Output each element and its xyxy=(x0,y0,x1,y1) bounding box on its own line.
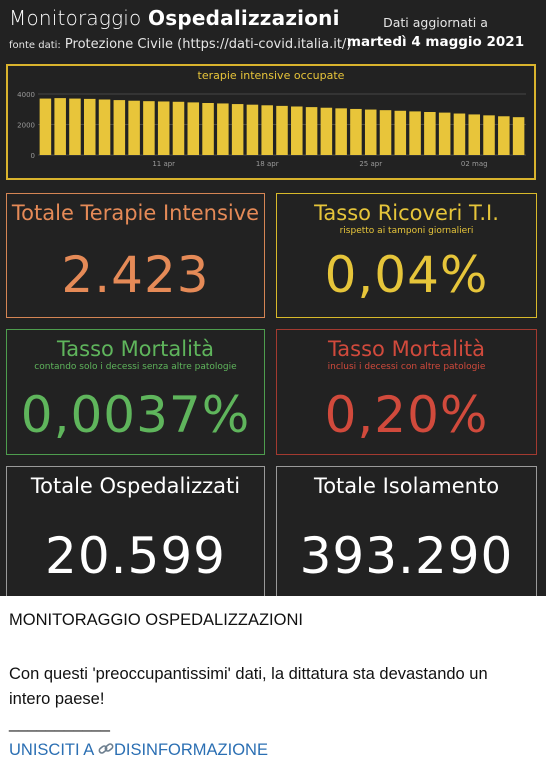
chart-bar xyxy=(320,107,333,155)
chart-bar xyxy=(172,101,185,155)
chart-bar xyxy=(276,105,288,155)
chart-bar xyxy=(512,117,525,155)
x-tick-label: 02 mag xyxy=(461,160,488,168)
chart-bar xyxy=(438,112,451,155)
x-tick-label: 11 apr xyxy=(152,160,175,168)
card-ricoveri-value: 0,04% xyxy=(324,246,489,304)
chart-bar xyxy=(128,100,140,155)
chart-bar xyxy=(394,110,407,155)
chart-bar xyxy=(217,103,229,155)
card-mort-senza-title: Tasso Mortalità xyxy=(56,337,215,361)
chart-bar xyxy=(305,107,318,155)
icu-chart-panel: terapie intensive occupate 0 2000 4000 11 a… xyxy=(6,64,536,180)
x-tick-label: 25 apr xyxy=(359,160,382,168)
source-text: Protezione Civile (https://dati-covid.it… xyxy=(64,37,352,52)
card-ricoveri-ti: Tasso Ricoveri T.I. rispetto ai tamponi … xyxy=(276,193,537,318)
card-ricoveri-title: Tasso Ricoveri T.I. xyxy=(314,201,499,225)
chart-title: terapie intensive occupate xyxy=(197,69,345,82)
chart-bar xyxy=(157,101,170,155)
chart-bar xyxy=(350,108,362,155)
card-total-ti-value: 2.423 xyxy=(61,246,210,304)
chart-bar xyxy=(202,103,214,155)
chart-bar xyxy=(379,110,392,155)
chart-bar xyxy=(424,112,436,155)
card-mort-con-subtitle: inclusi i decessi con altre patologie xyxy=(327,362,486,372)
card-ricoveri-subtitle: rispetto ai tamponi giornalieri xyxy=(339,226,474,236)
chart-bar xyxy=(468,114,481,155)
y-tick-label: 4000 xyxy=(17,91,35,99)
x-tick-label: 18 apr xyxy=(256,160,279,168)
updated-date: martedì 4 maggio 2021 xyxy=(346,34,525,50)
card-ospedalizzati-value: 20.599 xyxy=(45,527,226,585)
card-isolamento-value: 393.290 xyxy=(299,527,514,585)
chart-bar xyxy=(231,104,244,155)
updated-label: Dati aggiornati a xyxy=(383,15,488,30)
card-mortalita-con: Tasso Mortalità inclusi i decessi con al… xyxy=(276,329,537,455)
chart-bar xyxy=(98,99,111,155)
chart-bar xyxy=(83,98,96,155)
chart-bar xyxy=(187,102,200,155)
card-mort-con-value: 0,20% xyxy=(324,386,489,444)
card-mort-con-title: Tasso Mortalità xyxy=(327,337,486,361)
chart-bar xyxy=(261,105,273,155)
update-info: Dati aggiornati a martedì 4 maggio 2021 xyxy=(343,15,528,50)
chart-bar xyxy=(498,116,510,155)
chart-bar xyxy=(335,108,347,155)
card-ospedalizzati: Totale Ospedalizzati 20.599 xyxy=(6,466,265,596)
chart-bar xyxy=(246,104,259,155)
chart-bar xyxy=(69,98,81,155)
dashboard-image: Monitoraggio Ospedalizzazioni fonte dati… xyxy=(0,0,546,596)
link-suffix: DISINFORMAZIONE xyxy=(113,741,268,759)
title-bold: Ospedalizzazioni xyxy=(148,6,340,30)
data-source: fonte dati: Protezione Civile (https://d… xyxy=(9,37,351,52)
card-ospedalizzati-title: Totale Ospedalizzati xyxy=(30,474,241,498)
chart-bar xyxy=(409,111,421,155)
icu-bar-chart: 0 2000 4000 11 apr 18 apr 25 apr 02 mag xyxy=(17,91,526,168)
post-separator: ___________ xyxy=(9,714,110,732)
dashboard-title: Monitoraggio Ospedalizzazioni xyxy=(9,6,340,30)
title-light: Monitoraggio xyxy=(9,6,142,30)
post-body: Con questi 'preoccupantissimi' dati, la … xyxy=(9,665,488,708)
card-mort-senza-subtitle: contando solo i decessi senza altre pato… xyxy=(34,362,237,372)
card-isolamento: Totale Isolamento 393.290 xyxy=(276,466,537,596)
link-prefix: UNISCITI A xyxy=(9,741,94,759)
chart-bar xyxy=(291,106,303,155)
y-tick-label: 2000 xyxy=(17,122,35,130)
link-icon xyxy=(98,743,114,754)
chart-bar xyxy=(113,100,126,155)
card-mort-senza-value: 0,0037% xyxy=(20,386,251,444)
card-total-ti: Totale Terapie Intensive 2.423 xyxy=(6,193,265,318)
disinformazione-link[interactable]: UNISCITI A DISINFORMAZIONE xyxy=(9,741,268,760)
card-isolamento-title: Totale Isolamento xyxy=(313,474,500,498)
source-label: fonte dati: xyxy=(9,40,61,51)
post-heading: MONITORAGGIO OSPEDALIZZAZIONI xyxy=(9,611,303,629)
y-tick-label: 0 xyxy=(31,152,35,160)
chart-bar xyxy=(54,98,66,155)
card-mortalita-senza: Tasso Mortalità contando solo i decessi … xyxy=(6,329,265,455)
chart-bar xyxy=(453,113,466,155)
chart-bar xyxy=(143,101,155,155)
card-total-ti-title: Totale Terapie Intensive xyxy=(11,201,260,225)
chart-bar xyxy=(39,98,52,155)
chart-bar xyxy=(483,115,495,155)
chart-bar xyxy=(364,109,377,155)
